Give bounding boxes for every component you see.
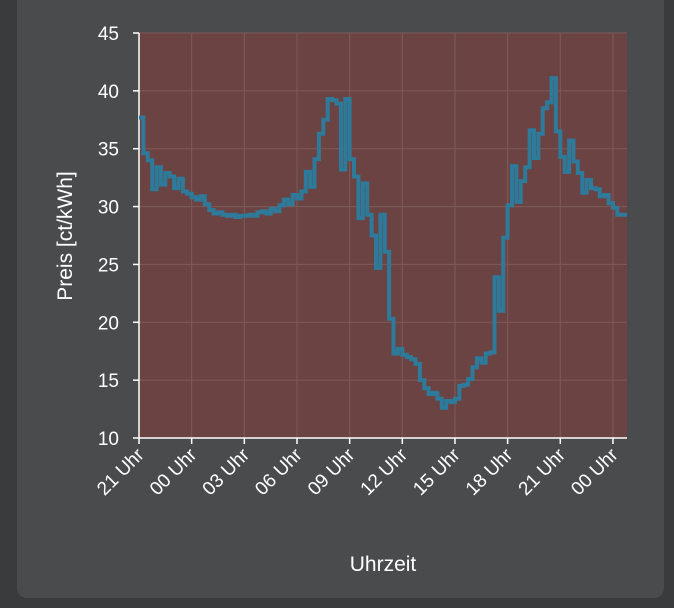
x-tick-label: 12 Uhr xyxy=(357,444,413,500)
grid-lines xyxy=(138,32,627,439)
y-tick-label: 10 xyxy=(98,429,119,450)
x-tick-label: 21 Uhr xyxy=(93,444,149,500)
y-tick-label: 40 xyxy=(98,82,119,103)
x-tick-label: 00 Uhr xyxy=(567,444,623,500)
y-axis-title: Preis [ct/kWh] xyxy=(54,171,77,301)
y-tick-label: 30 xyxy=(98,198,119,219)
x-tick-label: 21 Uhr xyxy=(515,444,571,500)
axes xyxy=(138,33,627,439)
y-tick-label: 25 xyxy=(98,255,119,276)
price-series-line xyxy=(139,76,627,410)
x-tick-label: 09 Uhr xyxy=(304,444,360,500)
y-tick-label: 45 xyxy=(98,24,119,45)
y-tick-label: 35 xyxy=(98,140,119,161)
y-axis-ticks: 10 15 20 25 30 35 40 45 xyxy=(98,24,139,450)
x-axis-title: Uhrzeit xyxy=(350,553,417,576)
y-tick-label: 15 xyxy=(98,371,119,392)
x-tick-label: 06 Uhr xyxy=(251,444,307,500)
x-tick-label: 00 Uhr xyxy=(146,444,202,500)
x-tick-label: 15 Uhr xyxy=(409,444,465,500)
x-tick-label: 18 Uhr xyxy=(462,444,518,500)
x-tick-label: 03 Uhr xyxy=(199,444,255,500)
y-tick-label: 20 xyxy=(98,313,119,334)
